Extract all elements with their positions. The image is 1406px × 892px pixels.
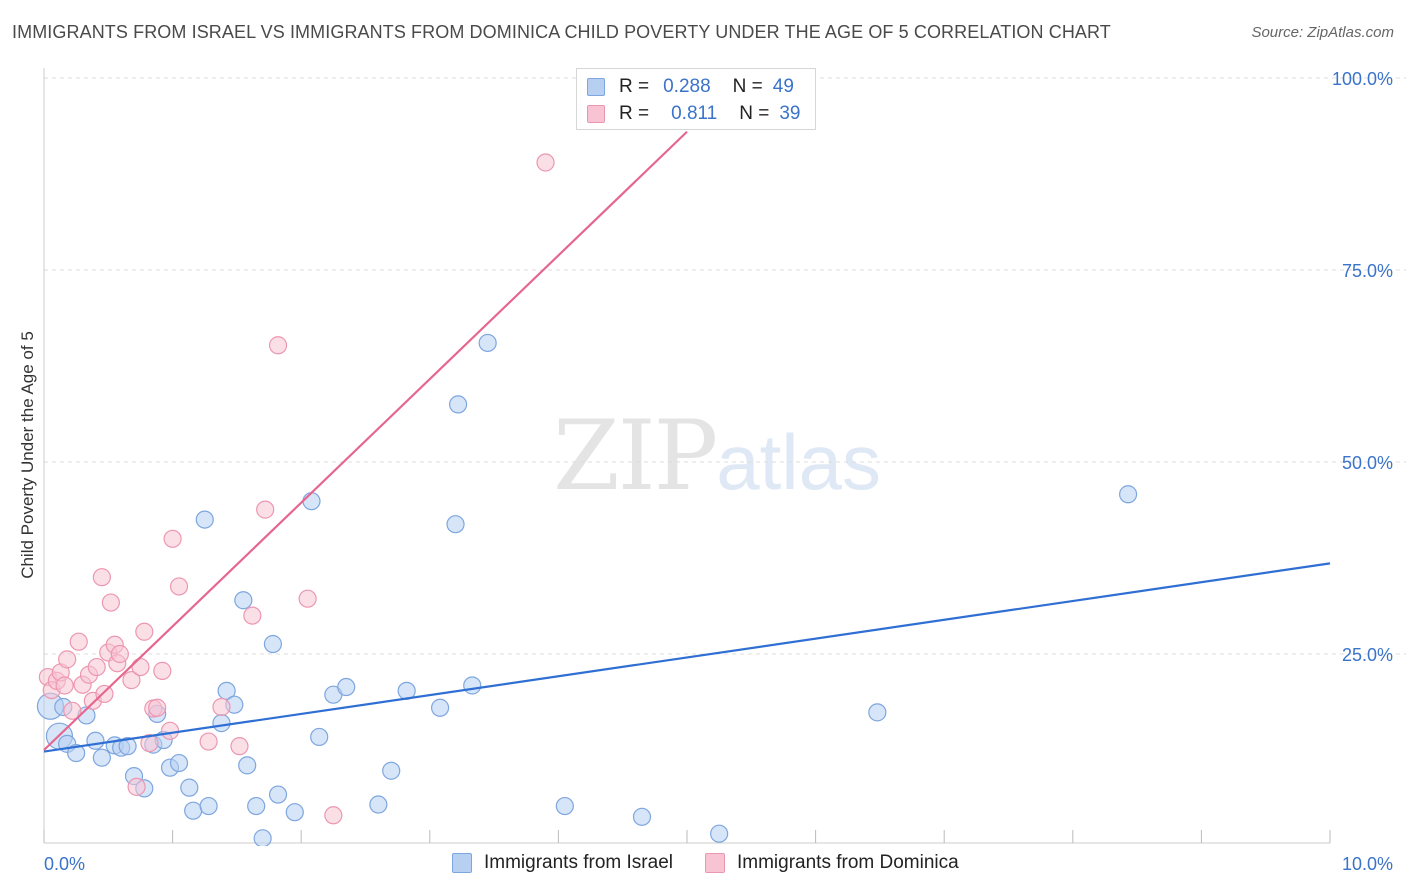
israel-point bbox=[92, 748, 111, 767]
dominica-n-value: 39 bbox=[779, 103, 801, 124]
dominica-point bbox=[55, 676, 74, 695]
dominica-r-label: R = bbox=[619, 103, 650, 124]
dominica-point bbox=[87, 657, 106, 677]
israel-point bbox=[247, 796, 266, 816]
israel-point bbox=[169, 753, 189, 773]
dominica-point bbox=[63, 701, 82, 720]
dominica-point bbox=[140, 733, 159, 753]
israel-point bbox=[448, 395, 468, 414]
dominica-point bbox=[268, 336, 288, 355]
israel-point bbox=[253, 829, 272, 846]
dominica-point bbox=[101, 593, 120, 612]
israel-n-label: N = bbox=[732, 76, 763, 97]
israel-point bbox=[212, 714, 231, 733]
legend-israel-label: Immigrants from Israel bbox=[484, 852, 673, 873]
dominica-point bbox=[169, 577, 189, 596]
legend-dominica-label: Immigrants from Dominica bbox=[736, 852, 959, 873]
israel-point bbox=[118, 737, 137, 756]
dominica-point bbox=[95, 684, 114, 704]
dominica-swatch bbox=[587, 105, 605, 123]
dominica-r-value: 0.811 bbox=[671, 103, 718, 124]
legend-row-dominica: R = 0.811 N = 39 bbox=[587, 103, 801, 125]
israel-point bbox=[430, 698, 450, 717]
legend-item-israel: Immigrants from Israel bbox=[452, 852, 673, 874]
israel-point bbox=[555, 796, 574, 816]
israel-point bbox=[195, 510, 214, 529]
dominica-point bbox=[163, 529, 182, 548]
dominica-point bbox=[256, 500, 275, 519]
dominica-point bbox=[160, 721, 180, 740]
dominica-point bbox=[212, 697, 231, 717]
dominica-point bbox=[92, 568, 111, 587]
israel-point bbox=[868, 703, 887, 722]
israel-n-value: 49 bbox=[772, 76, 794, 97]
israel-point bbox=[310, 727, 329, 747]
israel-point bbox=[446, 515, 465, 534]
israel-point bbox=[86, 731, 105, 750]
dominica-point bbox=[199, 732, 218, 751]
dominica-trend-line bbox=[43, 130, 688, 751]
dominica-point bbox=[131, 657, 150, 677]
y-tick-label: 50.0% bbox=[1342, 453, 1393, 473]
dominica-point bbox=[298, 589, 317, 608]
israel-point bbox=[199, 796, 218, 816]
dominica-point bbox=[230, 737, 249, 756]
dominica-point bbox=[243, 606, 262, 625]
israel-point bbox=[463, 676, 482, 695]
israel-point bbox=[382, 761, 401, 780]
israel-point bbox=[478, 333, 497, 353]
dominica-point bbox=[127, 777, 146, 796]
y-tick-label: 100.0% bbox=[1332, 69, 1393, 89]
dominica-point bbox=[122, 671, 141, 690]
israel-point bbox=[238, 756, 257, 775]
watermark-zip: ZIP bbox=[553, 400, 718, 512]
israel-point bbox=[1118, 485, 1138, 504]
y-tick-label: 75.0% bbox=[1342, 261, 1393, 281]
dominica-point bbox=[135, 622, 154, 641]
x-tick-label-min: 0.0% bbox=[44, 854, 85, 874]
israel-point bbox=[285, 803, 304, 822]
dominica-point bbox=[69, 632, 88, 651]
y-tick-label: 25.0% bbox=[1342, 645, 1393, 665]
legend-row-israel: R = 0.288 N = 49 bbox=[587, 76, 794, 98]
dominica-point bbox=[536, 153, 555, 172]
israel-point bbox=[302, 492, 321, 511]
legend-item-dominica: Immigrants from Dominica bbox=[704, 852, 959, 874]
israel-trend-line bbox=[43, 562, 1331, 753]
israel-point bbox=[263, 634, 283, 654]
israel-point bbox=[217, 681, 236, 700]
israel-point bbox=[180, 778, 199, 797]
israel-point bbox=[337, 677, 356, 697]
israel-r-value: 0.288 bbox=[663, 76, 711, 97]
israel-point bbox=[234, 591, 253, 610]
dominica-point bbox=[153, 661, 172, 680]
israel-point bbox=[632, 807, 652, 826]
israel-r-label: R = bbox=[619, 76, 650, 97]
dominica-n-label: N = bbox=[739, 103, 770, 124]
israel-point bbox=[184, 801, 203, 820]
dominica-point bbox=[58, 650, 77, 669]
israel-point bbox=[710, 824, 729, 843]
israel-swatch bbox=[587, 78, 605, 96]
source-label: Source: ZipAtlas.com bbox=[1251, 24, 1394, 41]
stats-legend: R = 0.288 N = 49 R = 0.811 N = 39 bbox=[576, 68, 816, 130]
israel-point bbox=[369, 795, 388, 814]
dominica-point bbox=[110, 644, 129, 664]
dominica-point bbox=[324, 806, 343, 825]
legend-israel-swatch bbox=[452, 853, 472, 873]
israel-point bbox=[67, 743, 86, 763]
chart-title: IMMIGRANTS FROM ISRAEL VS IMMIGRANTS FRO… bbox=[12, 22, 1111, 42]
x-tick-label-max: 10.0% bbox=[1342, 854, 1393, 874]
israel-point bbox=[268, 785, 288, 804]
dominica-point bbox=[148, 698, 167, 717]
series-legend: Immigrants from Israel Immigrants from D… bbox=[452, 852, 991, 874]
legend-dominica-swatch bbox=[704, 853, 725, 873]
